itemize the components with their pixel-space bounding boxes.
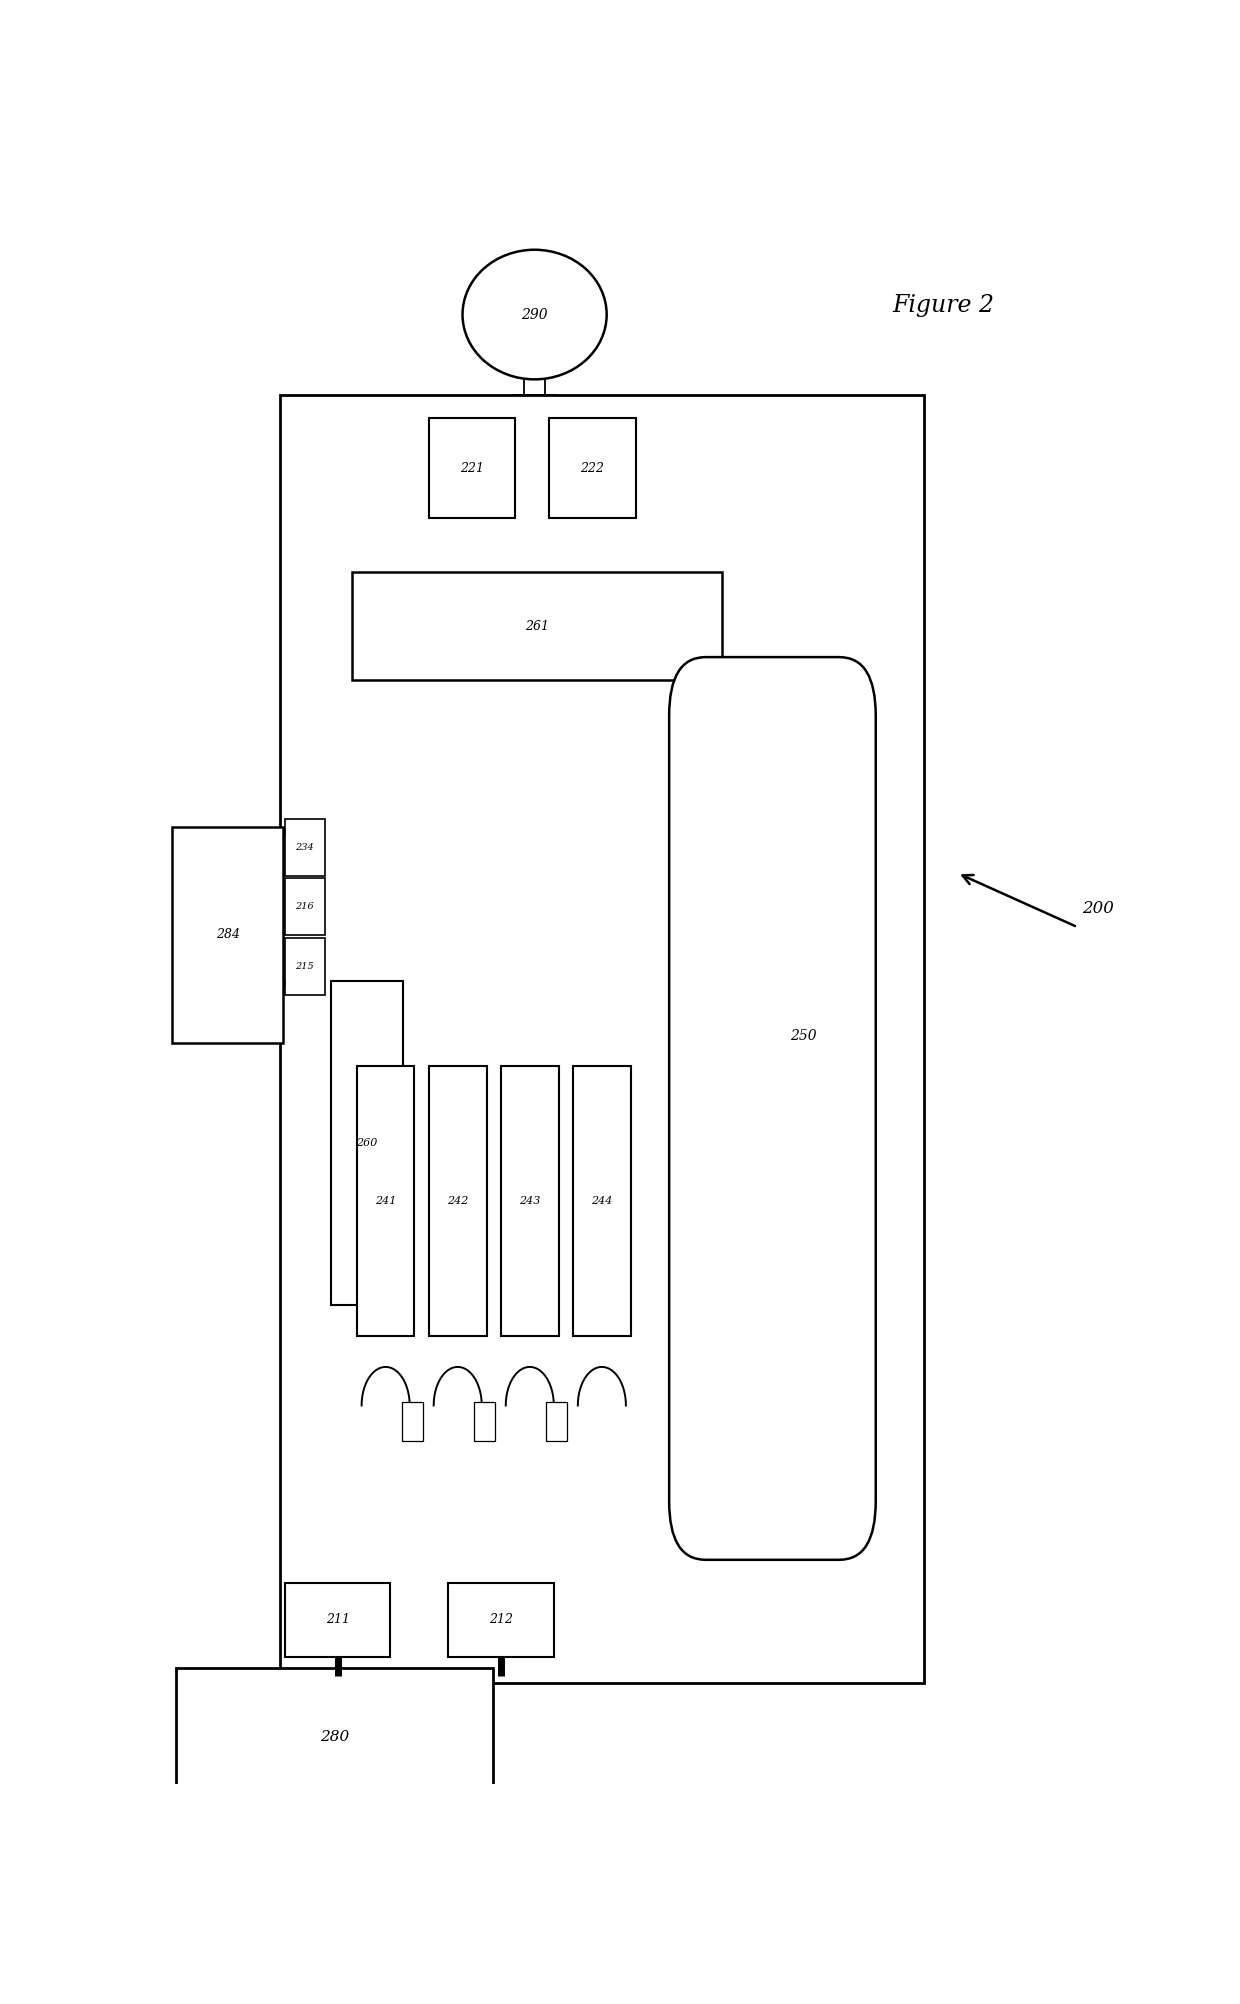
Bar: [352, 573, 722, 679]
Bar: [331, 982, 403, 1305]
Bar: [285, 820, 325, 876]
Bar: [357, 1066, 414, 1337]
Bar: [429, 419, 516, 519]
Bar: [176, 1667, 494, 1808]
Text: 261: 261: [525, 619, 549, 633]
Text: Figure 2: Figure 2: [892, 295, 994, 317]
Text: 215: 215: [295, 962, 314, 972]
Ellipse shape: [463, 250, 606, 379]
Bar: [285, 1583, 391, 1657]
Text: 242: 242: [448, 1196, 469, 1206]
Text: 241: 241: [374, 1196, 397, 1206]
FancyBboxPatch shape: [670, 657, 875, 1559]
Bar: [285, 938, 325, 996]
Bar: [448, 1583, 554, 1657]
Bar: [474, 1403, 495, 1441]
Text: 260: 260: [356, 1138, 378, 1148]
Bar: [429, 1066, 486, 1337]
Text: 243: 243: [520, 1196, 541, 1206]
Bar: [501, 1066, 558, 1337]
Text: 234: 234: [295, 844, 314, 852]
Text: 200: 200: [1083, 900, 1115, 918]
Text: 221: 221: [460, 461, 484, 475]
Text: 212: 212: [489, 1613, 513, 1627]
Bar: [546, 1403, 567, 1441]
Text: 211: 211: [326, 1613, 350, 1627]
Bar: [573, 1066, 631, 1337]
Text: 284: 284: [216, 928, 239, 942]
Text: 244: 244: [591, 1196, 613, 1206]
Bar: [280, 395, 924, 1683]
Bar: [402, 1403, 423, 1441]
Bar: [549, 419, 635, 519]
Bar: [172, 828, 283, 1042]
Text: 222: 222: [580, 461, 604, 475]
Text: 250: 250: [790, 1030, 817, 1044]
Bar: [285, 878, 325, 934]
Text: 290: 290: [521, 307, 548, 321]
Text: 280: 280: [320, 1729, 350, 1743]
Text: 216: 216: [295, 902, 314, 912]
